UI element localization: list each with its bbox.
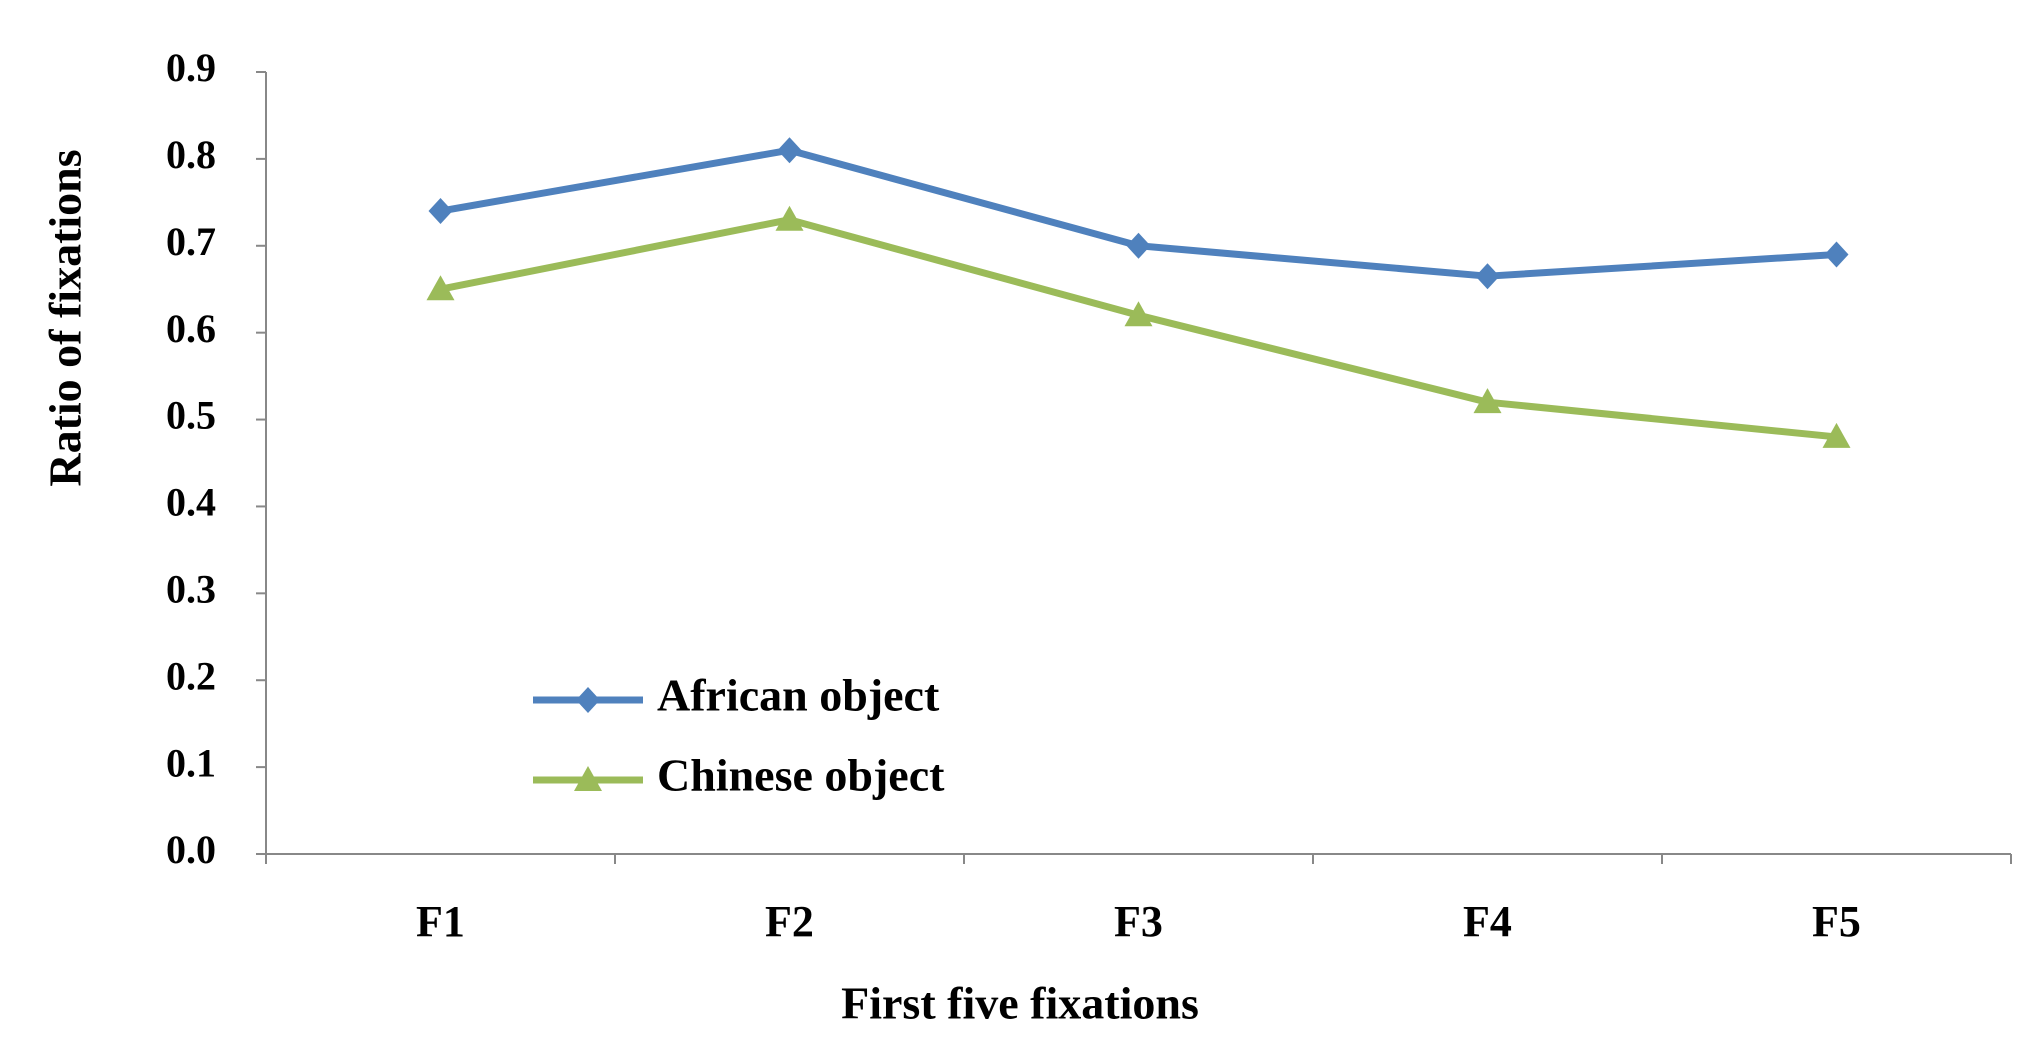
y-tick-label: 0.4 (166, 480, 216, 525)
data-point (1822, 422, 1851, 448)
data-point (1824, 241, 1849, 268)
legend-marker (574, 766, 602, 791)
y-tick-label: 0.8 (166, 132, 216, 177)
y-tick-label: 0.9 (166, 45, 216, 90)
y-tick-label: 0.5 (166, 393, 216, 438)
y-tick-label: 0.0 (166, 827, 216, 872)
x-axis-title: First five fixations (841, 978, 1199, 1029)
data-point (1475, 263, 1500, 290)
legend-marker (576, 687, 600, 713)
data-point (428, 198, 453, 225)
data-point (1126, 232, 1151, 259)
legend-label: African object (657, 670, 940, 721)
y-axis-title: Ratio of fixations (40, 149, 91, 486)
data-point (426, 275, 455, 301)
y-tick-label: 0.6 (166, 306, 216, 351)
y-tick-label: 0.7 (166, 219, 216, 264)
legend-label: Chinese object (657, 750, 945, 801)
y-tick-label: 0.1 (166, 740, 216, 785)
x-tick-label: F1 (416, 897, 465, 946)
x-tick-label: F5 (1812, 897, 1861, 946)
x-tick-label: F4 (1463, 897, 1512, 946)
data-point (775, 205, 804, 231)
y-tick-label: 0.2 (166, 653, 216, 698)
data-point (777, 137, 802, 164)
data-point (1124, 301, 1153, 327)
x-tick-label: F3 (1114, 897, 1163, 946)
y-tick-label: 0.3 (166, 567, 216, 612)
data-point (1473, 388, 1502, 414)
x-tick-label: F2 (765, 897, 814, 946)
